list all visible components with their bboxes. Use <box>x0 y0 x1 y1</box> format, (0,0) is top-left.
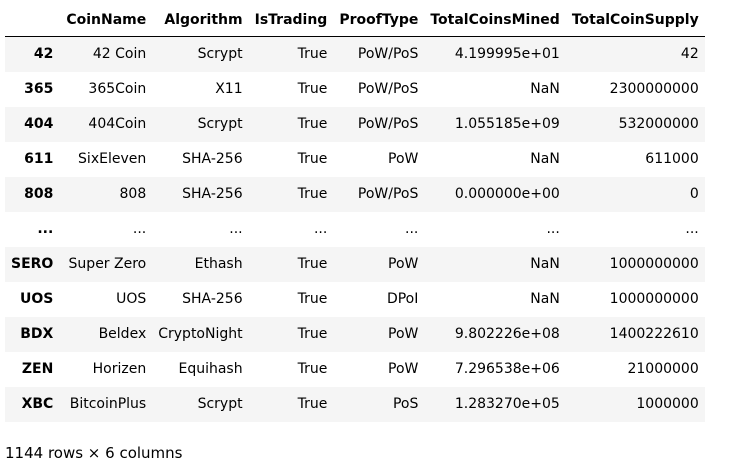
cell-totalcoinsupply: 532000000 <box>618 116 699 132</box>
cell-istrading: True <box>297 396 328 412</box>
cell-algorithm: SHA-256 <box>182 186 243 202</box>
table-row: 611 SixEleven SHA-256 True PoW NaN 61100… <box>5 141 705 177</box>
cell-totalcoinsupply: 1400222610 <box>609 326 699 342</box>
cell-prooftype: PoW <box>388 151 419 167</box>
cell-istrading: True <box>297 256 328 272</box>
table-row: XBC BitcoinPlus Scrypt True PoS 1.283270… <box>5 386 705 422</box>
cell-istrading: ... <box>313 221 328 237</box>
table-row: SERO Super Zero Ethash True PoW NaN 1000… <box>5 246 705 282</box>
table-row: BDX Beldex CryptoNight True PoW 9.802226… <box>5 316 705 352</box>
column-header-prooftype: ProofType <box>333 3 425 37</box>
cell-istrading: True <box>297 326 328 342</box>
cell-totalcoinsmined: 7.296538e+06 <box>454 361 560 377</box>
cell-istrading: True <box>297 151 328 167</box>
cell-prooftype: PoW <box>388 256 419 272</box>
index-header <box>5 3 61 37</box>
cell-coinname: 365Coin <box>88 81 147 97</box>
cell-totalcoinsmined: 0.000000e+00 <box>454 186 560 202</box>
cell-algorithm: Ethash <box>194 256 243 272</box>
row-index: 365 <box>24 81 54 97</box>
cell-totalcoinsupply: 1000000000 <box>609 256 699 272</box>
column-header-totalcoinsmined: TotalCoinsMined <box>424 3 566 37</box>
cell-algorithm: SHA-256 <box>182 151 243 167</box>
cell-coinname: UOS <box>116 291 147 307</box>
cell-totalcoinsmined: 1.055185e+09 <box>454 116 560 132</box>
cell-totalcoinsupply: 0 <box>689 186 699 202</box>
table-row: 365 365Coin X11 True PoW/PoS NaN 2300000… <box>5 71 705 107</box>
cell-istrading: True <box>297 116 328 132</box>
table-row: ZEN Horizen Equihash True PoW 7.296538e+… <box>5 351 705 387</box>
cell-totalcoinsupply: 2300000000 <box>609 81 699 97</box>
cell-algorithm: Scrypt <box>197 46 243 63</box>
cell-coinname: 404Coin <box>88 116 147 132</box>
cell-coinname: Beldex <box>98 326 147 342</box>
cell-algorithm: SHA-256 <box>182 291 243 307</box>
row-index: BDX <box>20 326 54 342</box>
cell-coinname: Horizen <box>92 361 147 377</box>
column-header-totalcoinsupply: TotalCoinSupply <box>565 3 705 37</box>
table-row: 404 404Coin Scrypt True PoW/PoS 1.055185… <box>5 106 705 142</box>
row-index: ... <box>37 221 54 237</box>
table-row: UOS UOS SHA-256 True DPoI NaN 1000000000 <box>5 281 705 317</box>
cell-totalcoinsupply: 21000000 <box>627 361 699 377</box>
cell-prooftype: PoW/PoS <box>357 186 419 202</box>
cell-algorithm: X11 <box>215 81 243 97</box>
header-row: CoinName Algorithm IsTrading ProofType T… <box>5 3 705 37</box>
row-index: 42 <box>33 46 54 63</box>
cell-totalcoinsmined: ... <box>546 221 560 237</box>
column-header-algorithm: Algorithm <box>152 3 249 37</box>
row-index: UOS <box>19 291 54 307</box>
cell-istrading: True <box>297 361 328 377</box>
table-row: 808 808 SHA-256 True PoW/PoS 0.000000e+0… <box>5 176 705 212</box>
table-row: 42 42 Coin Scrypt True PoW/PoS 4.199995e… <box>5 36 705 72</box>
cell-prooftype: PoW/PoS <box>357 46 419 63</box>
cell-prooftype: PoW/PoS <box>357 81 419 97</box>
cell-algorithm: ... <box>229 221 243 237</box>
cell-coinname: Super Zero <box>68 256 147 272</box>
row-index: ZEN <box>21 361 54 377</box>
cell-totalcoinsupply: 42 <box>680 46 699 63</box>
cell-prooftype: PoW <box>388 361 419 377</box>
cell-algorithm: CryptoNight <box>158 326 243 342</box>
cell-totalcoinsmined: NaN <box>530 151 560 167</box>
cell-coinname: BitcoinPlus <box>69 396 147 412</box>
cell-totalcoinsmined: NaN <box>530 81 560 97</box>
cell-totalcoinsupply: ... <box>685 221 699 237</box>
row-index: XBC <box>21 396 54 412</box>
cell-prooftype: PoW <box>388 326 419 342</box>
cell-coinname: 808 <box>119 186 147 202</box>
cell-coinname: 42 Coin <box>92 46 147 63</box>
cell-istrading: True <box>297 81 328 97</box>
cell-totalcoinsmined: 4.199995e+01 <box>454 46 560 63</box>
dataframe-shape-summary: 1144 rows × 6 columns <box>5 444 183 462</box>
cell-algorithm: Scrypt <box>197 396 243 412</box>
cell-prooftype: PoS <box>392 396 419 412</box>
cell-prooftype: PoW/PoS <box>357 116 419 132</box>
cell-totalcoinsmined: NaN <box>530 291 560 307</box>
cell-totalcoinsupply: 1000000000 <box>609 291 699 307</box>
row-index: 404 <box>24 116 54 132</box>
cell-coinname: ... <box>132 221 147 237</box>
table-row-ellipsis: ... ... ... ... ... ... ... <box>5 211 705 247</box>
cell-algorithm: Equihash <box>178 361 243 377</box>
cell-istrading: True <box>297 46 328 63</box>
cell-totalcoinsupply: 1000000 <box>636 396 699 412</box>
row-index: 611 <box>24 151 54 167</box>
cell-totalcoinsmined: NaN <box>530 256 560 272</box>
cell-prooftype: ... <box>405 221 419 237</box>
cell-algorithm: Scrypt <box>197 116 243 132</box>
cell-totalcoinsmined: 9.802226e+08 <box>454 326 560 342</box>
row-index: SERO <box>11 256 54 272</box>
dataframe-output: CoinName Algorithm IsTrading ProofType T… <box>5 3 705 422</box>
cell-istrading: True <box>297 291 328 307</box>
column-header-istrading: IsTrading <box>248 3 334 37</box>
dataframe-table: CoinName Algorithm IsTrading ProofType T… <box>5 3 705 422</box>
cell-coinname: SixEleven <box>78 151 147 167</box>
cell-totalcoinsupply: 611000 <box>645 151 699 167</box>
cell-totalcoinsmined: 1.283270e+05 <box>454 396 560 412</box>
row-index: 808 <box>24 186 54 202</box>
column-header-coinname: CoinName <box>60 3 153 37</box>
cell-prooftype: DPoI <box>386 291 419 307</box>
cell-istrading: True <box>297 186 328 202</box>
